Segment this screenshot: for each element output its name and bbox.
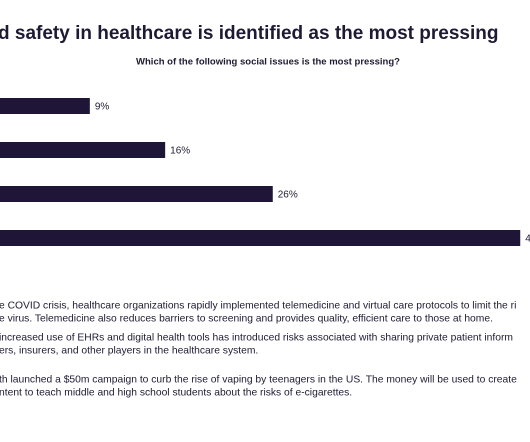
note-line: ntent to teach middle and high school st…: [0, 388, 352, 399]
note-line: increased use of EHRs and digital health…: [0, 333, 513, 344]
note-line: e virus. Telemedicine also reduces barri…: [0, 314, 493, 325]
note-line: th launched a $50m campaign to curb the …: [0, 375, 517, 386]
value-label: 49%: [525, 234, 530, 245]
note-line: ers, insurers, and other players in the …: [0, 346, 258, 357]
value-label: 26%: [278, 190, 298, 201]
chart-title: d safety in healthcare is identified as …: [0, 23, 498, 44]
bar: [0, 186, 273, 202]
note-line: e COVID crisis, healthcare organizations…: [0, 301, 516, 312]
value-label: 9%: [95, 102, 110, 113]
bar: [0, 98, 90, 114]
chart-subtitle: Which of the following social issues is …: [136, 57, 400, 68]
bar: [0, 142, 166, 158]
bar: [0, 230, 521, 246]
value-label: 16%: [170, 146, 190, 157]
